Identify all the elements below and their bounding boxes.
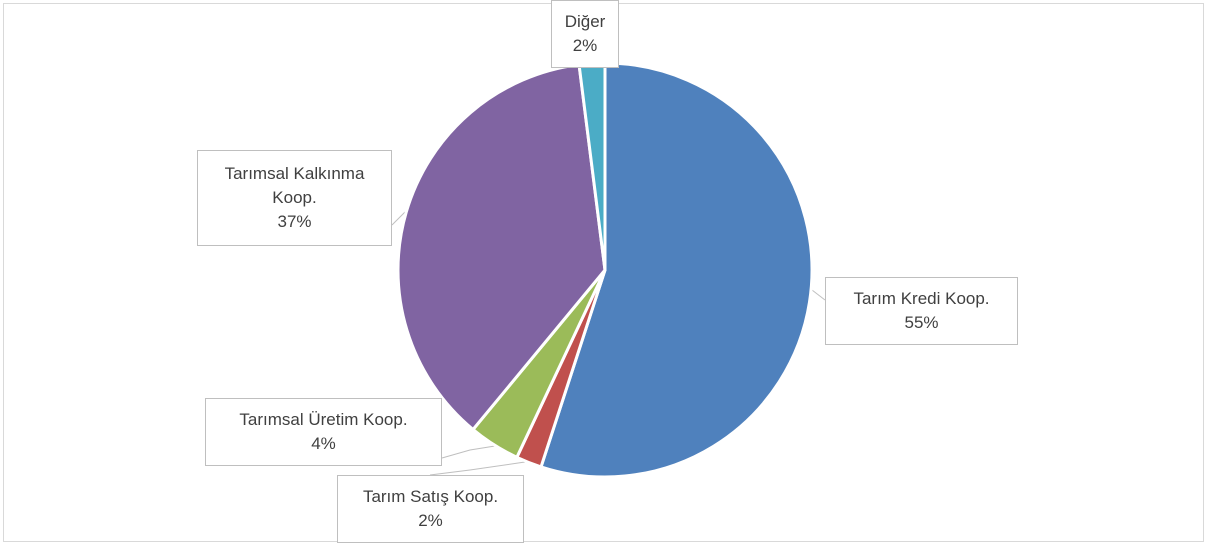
label-value: 37% [277, 212, 312, 231]
pie-slice [539, 61, 814, 479]
label-value: 2% [418, 511, 443, 530]
data-label: Diğer 2% [551, 0, 619, 68]
data-label: Tarım Satış Koop. 2% [337, 475, 524, 543]
label-name: Tarım Kredi Koop. [853, 289, 990, 308]
leader-line [391, 211, 406, 226]
label-name: Diğer [564, 12, 606, 31]
label-name: Tarımsal Kalkınma Koop. [224, 164, 365, 207]
leader-lines [391, 211, 826, 476]
leader-line [811, 289, 826, 301]
data-label: Tarımsal Üretim Koop. 4% [205, 398, 442, 466]
label-name: Tarımsal Üretim Koop. [239, 410, 408, 429]
label-name: Tarım Satış Koop. [362, 487, 499, 506]
data-label: Tarımsal Kalkınma Koop. 37% [197, 150, 392, 246]
label-value: 4% [311, 434, 336, 453]
data-label: Tarım Kredi Koop. 55% [825, 277, 1018, 345]
leader-line [429, 461, 526, 476]
label-value: 55% [904, 313, 939, 332]
pie-slice [396, 62, 607, 432]
leader-line [441, 445, 496, 459]
label-value: 2% [572, 36, 598, 55]
